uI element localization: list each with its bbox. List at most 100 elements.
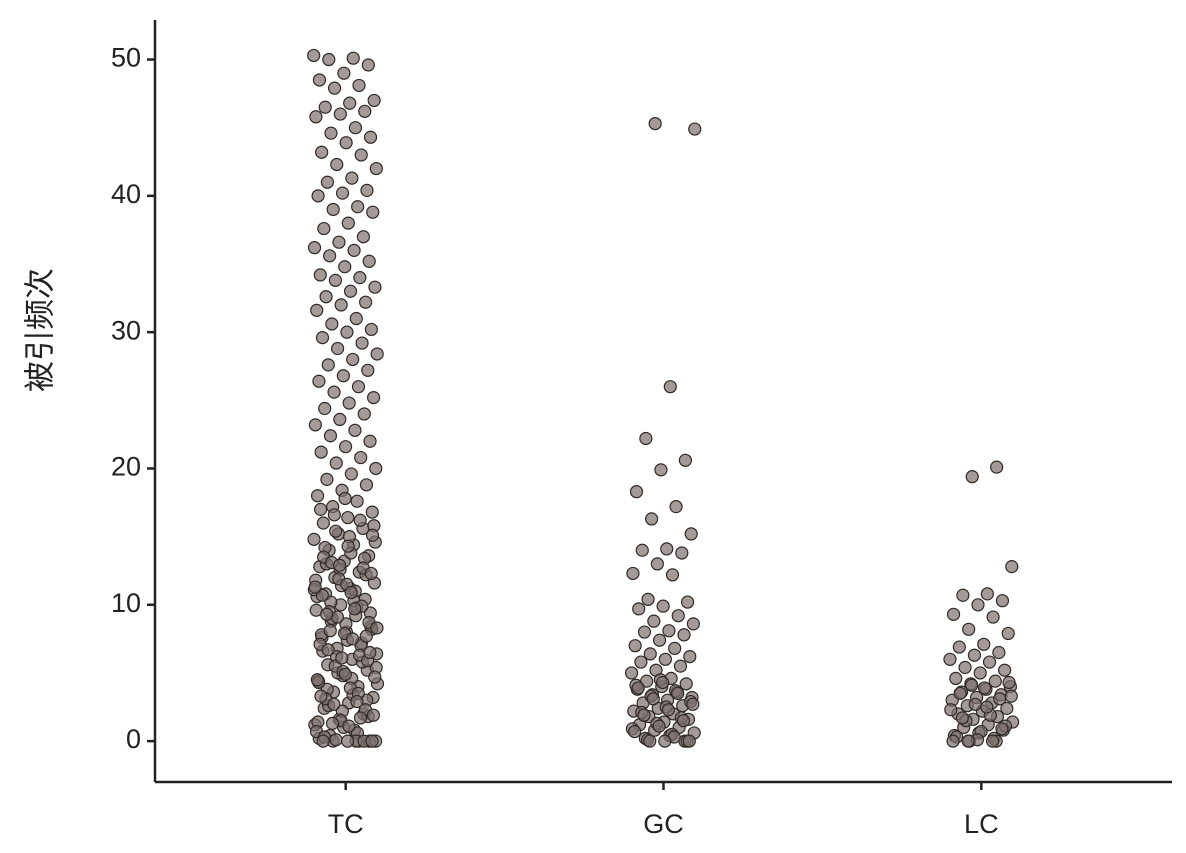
point [308, 418, 322, 432]
point [344, 585, 358, 600]
point [1005, 560, 1019, 574]
point [359, 295, 373, 309]
point [360, 183, 374, 197]
point [331, 341, 345, 356]
point [329, 456, 343, 470]
point [325, 317, 339, 331]
point [315, 145, 329, 159]
point [370, 621, 384, 635]
point [344, 467, 358, 481]
point [341, 539, 355, 553]
point [348, 602, 362, 616]
point [328, 273, 343, 287]
point [985, 734, 1000, 748]
point [635, 543, 649, 557]
point [329, 524, 343, 538]
point [333, 107, 347, 121]
point [355, 336, 369, 350]
point [314, 689, 328, 703]
point [333, 558, 347, 572]
point [652, 633, 667, 647]
point [648, 116, 662, 131]
point [341, 510, 355, 525]
point [679, 677, 693, 691]
point [308, 580, 322, 594]
point [980, 700, 994, 714]
point [365, 528, 380, 542]
point [311, 189, 325, 203]
point [338, 491, 352, 506]
point [629, 485, 644, 499]
point [677, 628, 691, 642]
point [343, 284, 358, 298]
point [639, 431, 653, 446]
point [637, 625, 652, 639]
point [650, 557, 664, 571]
point [312, 73, 327, 87]
point [1002, 675, 1016, 690]
point [321, 358, 335, 372]
point [365, 734, 379, 748]
point [351, 200, 365, 214]
point [345, 171, 359, 185]
point [361, 363, 375, 377]
point [350, 494, 364, 508]
point [366, 205, 380, 219]
point [1000, 701, 1014, 715]
point [628, 724, 642, 739]
point [329, 733, 343, 747]
point [361, 58, 375, 72]
point [327, 385, 341, 399]
point [307, 48, 321, 63]
point [955, 711, 969, 725]
y-tick-label: 0 [126, 724, 141, 754]
point [365, 505, 379, 519]
point [338, 440, 353, 454]
point [676, 714, 691, 728]
point [631, 681, 645, 695]
point [348, 121, 363, 135]
point [363, 434, 377, 448]
point [323, 624, 337, 638]
point [988, 674, 1002, 688]
point [327, 81, 342, 95]
point [980, 587, 994, 601]
y-tick-label: 30 [111, 315, 141, 345]
point [363, 645, 377, 660]
x-tick-label: TC [328, 809, 364, 839]
point [358, 104, 372, 118]
point [686, 617, 700, 631]
point [624, 666, 639, 680]
point [658, 734, 672, 748]
point [971, 598, 985, 612]
point [686, 697, 700, 711]
point [342, 719, 356, 733]
point [327, 508, 341, 522]
point [322, 52, 336, 67]
point [354, 450, 368, 465]
point [990, 460, 1004, 474]
point [962, 622, 976, 636]
point [953, 686, 967, 700]
point [340, 734, 355, 748]
point [368, 280, 382, 294]
point [333, 412, 347, 427]
point [944, 703, 958, 717]
point [965, 470, 979, 484]
point [359, 478, 374, 492]
point [967, 648, 982, 662]
point [307, 532, 321, 546]
point [662, 624, 676, 638]
point [338, 667, 352, 681]
point [370, 347, 384, 361]
point [354, 148, 368, 162]
point [995, 594, 1010, 608]
point [369, 461, 383, 476]
point [318, 401, 332, 416]
point [338, 260, 352, 274]
point [366, 708, 381, 722]
point [675, 546, 689, 560]
point [320, 175, 335, 189]
point [346, 352, 360, 367]
